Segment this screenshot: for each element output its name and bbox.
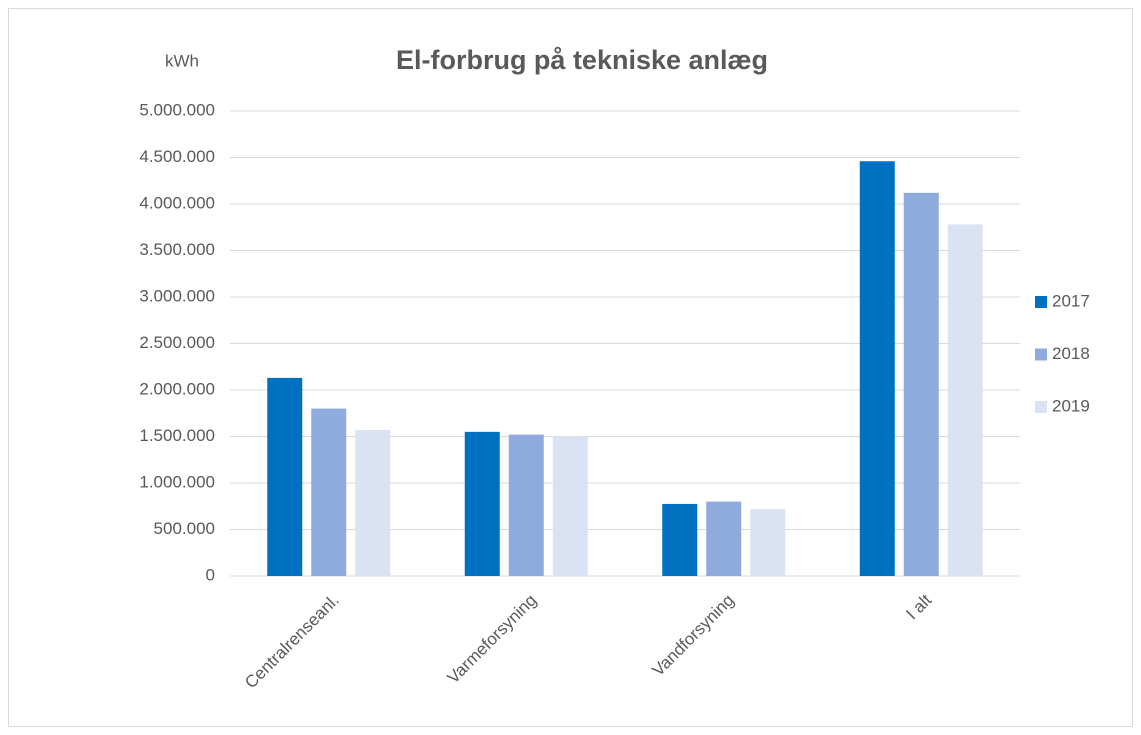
bar (859, 161, 895, 576)
y-tick-label: 2.500.000 (139, 333, 215, 352)
y-tick-label: 0 (206, 565, 215, 584)
legend-label: 2018 (1052, 344, 1090, 363)
bar (706, 501, 742, 576)
chart-title: El-forbrug på tekniske anlæg (396, 45, 768, 75)
y-tick-label: 4.000.000 (139, 193, 215, 212)
bar (464, 431, 500, 576)
y-tick-label: 1.500.000 (139, 426, 215, 445)
bar (750, 509, 786, 576)
bar (355, 429, 391, 576)
bar (267, 377, 303, 576)
y-axis-label: kWh (165, 51, 199, 70)
y-tick-label: 4.500.000 (139, 147, 215, 166)
chart-border (8, 8, 1133, 727)
legend-label: 2017 (1052, 291, 1090, 310)
y-tick-label: 3.000.000 (139, 286, 215, 305)
legend-swatch (1035, 401, 1047, 413)
legend-swatch (1035, 296, 1047, 308)
y-tick-label: 2.000.000 (139, 379, 215, 398)
y-tick-label: 1.000.000 (139, 472, 215, 491)
legend-label: 2019 (1052, 396, 1090, 415)
bar (552, 436, 588, 576)
y-tick-label: 3.500.000 (139, 240, 215, 259)
y-tick-label: 500.000 (154, 519, 215, 538)
bar (508, 434, 544, 576)
bar (311, 408, 347, 576)
legend-swatch (1035, 348, 1047, 361)
bar (903, 192, 939, 576)
y-tick-label: 5.000.000 (139, 100, 215, 119)
bar (662, 503, 698, 576)
bar (947, 224, 983, 576)
